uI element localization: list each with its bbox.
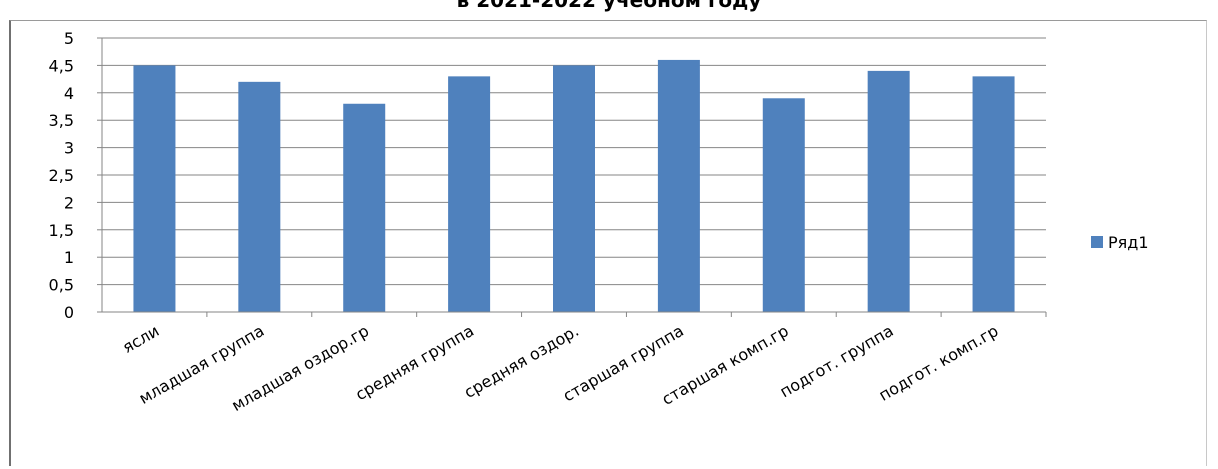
y-tick-label: 1 bbox=[64, 248, 74, 267]
y-tick-label: 3,5 bbox=[49, 111, 74, 130]
bar bbox=[343, 103, 386, 312]
y-tick-label: 0,5 bbox=[49, 276, 74, 295]
y-tick-label: 3 bbox=[64, 139, 74, 158]
bar bbox=[553, 65, 595, 313]
bar bbox=[867, 70, 910, 312]
bars bbox=[133, 59, 1015, 313]
y-tick-label: 5 bbox=[64, 29, 74, 48]
y-tick-label: 2 bbox=[64, 193, 74, 212]
bar bbox=[448, 76, 491, 312]
y-tick-label: 4 bbox=[64, 84, 74, 103]
legend: Ряд1 bbox=[1091, 233, 1149, 252]
x-tick-label: средняя группа bbox=[352, 321, 477, 404]
legend-swatch bbox=[1091, 236, 1103, 248]
bar bbox=[238, 81, 281, 312]
axes bbox=[97, 37, 1047, 317]
legend-label: Ряд1 bbox=[1108, 233, 1149, 252]
y-tick-label: 2,5 bbox=[49, 166, 74, 185]
chart-frame bbox=[9, 20, 1207, 466]
y-tick-labels: 0 0,5 1 1,5 2 2,5 3 3,5 4 4,5 5 bbox=[49, 29, 74, 322]
y-tick-label: 0 bbox=[64, 303, 74, 322]
chart-title: в 2021-2022 учебном году bbox=[456, 0, 762, 12]
bar bbox=[133, 65, 176, 313]
bar bbox=[972, 76, 1015, 312]
y-tick-label: 1,5 bbox=[49, 221, 74, 240]
y-tick-label: 4,5 bbox=[49, 56, 74, 75]
x-tick-label: ясли bbox=[119, 321, 162, 357]
bar bbox=[762, 98, 805, 312]
bar bbox=[657, 59, 700, 312]
